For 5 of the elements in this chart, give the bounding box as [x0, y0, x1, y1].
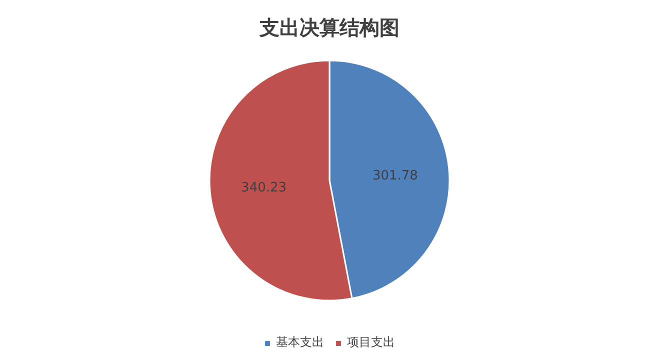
data-label: 340.23 [241, 180, 287, 196]
legend-label: 基本支出 [276, 334, 324, 351]
data-label: 301.78 [372, 168, 418, 184]
legend-label: 项目支出 [347, 334, 395, 351]
chart-title: 支出决算结构图 [258, 16, 400, 40]
